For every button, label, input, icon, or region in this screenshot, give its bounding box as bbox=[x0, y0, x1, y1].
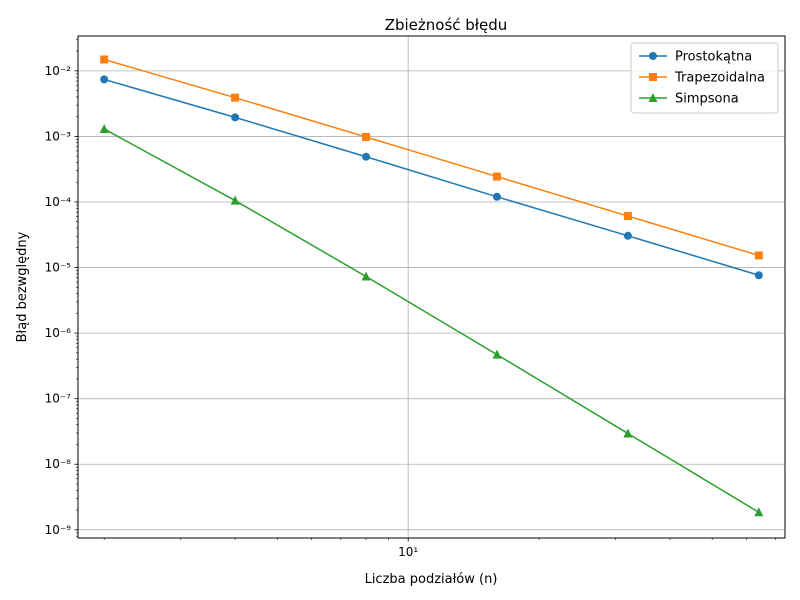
y-tick-label: 10⁻⁸ bbox=[45, 457, 72, 471]
grid bbox=[78, 36, 785, 538]
data-point bbox=[492, 172, 501, 181]
data-point bbox=[362, 152, 371, 161]
y-tick-label: 10⁻⁹ bbox=[45, 523, 72, 537]
data-point bbox=[361, 271, 371, 281]
y-axis: 10⁻⁹ 10⁻⁸ 10⁻⁷ 10⁻⁶ 10⁻⁵ 10⁻⁴ 10⁻³ 10⁻² bbox=[45, 39, 78, 537]
series-line bbox=[103, 58, 760, 257]
legend-marker bbox=[649, 52, 657, 60]
data-point bbox=[754, 251, 763, 260]
data-point bbox=[623, 231, 632, 240]
data-point bbox=[99, 123, 109, 133]
y-tick-label: 10⁻⁴ bbox=[45, 195, 72, 209]
series-group bbox=[99, 55, 764, 517]
x-tick-label: 10¹ bbox=[398, 545, 418, 559]
data-point bbox=[362, 132, 371, 141]
x-axis: 10¹ bbox=[103, 538, 777, 559]
y-tick-label: 10⁻² bbox=[45, 64, 72, 78]
data-point bbox=[231, 93, 240, 102]
series-line bbox=[103, 128, 760, 513]
x-axis-label: Liczba podziałów (n) bbox=[365, 572, 498, 587]
y-axis-label: Błąd bezwględny bbox=[15, 231, 30, 342]
data-point bbox=[230, 195, 240, 205]
data-point bbox=[623, 212, 632, 221]
legend: Prostokątna Trapezoidalna Simpsona bbox=[630, 42, 779, 114]
series-1 bbox=[100, 75, 763, 280]
legend-entry: Simpsona bbox=[639, 92, 739, 107]
legend-entry: Prostokątna bbox=[639, 50, 752, 65]
data-point bbox=[100, 75, 109, 84]
legend-marker bbox=[648, 93, 658, 102]
data-point bbox=[623, 428, 633, 438]
legend-box bbox=[630, 42, 779, 114]
series-3 bbox=[99, 123, 764, 517]
data-point bbox=[492, 192, 501, 201]
data-point bbox=[231, 113, 240, 122]
legend-label: Simpsona bbox=[675, 92, 739, 107]
data-point bbox=[100, 55, 109, 64]
data-point bbox=[492, 349, 502, 359]
legend-entry: Trapezoidalna bbox=[639, 71, 765, 86]
chart-title: Zbieżność błędu bbox=[385, 16, 508, 34]
y-tick-label: 10⁻⁵ bbox=[45, 261, 72, 275]
series-2 bbox=[100, 55, 763, 260]
y-tick-label: 10⁻³ bbox=[45, 129, 72, 143]
y-tick-label: 10⁻⁶ bbox=[45, 326, 72, 340]
plot-frame bbox=[77, 35, 786, 539]
data-point bbox=[754, 271, 763, 280]
y-tick-label: 10⁻⁷ bbox=[45, 392, 72, 406]
data-point bbox=[754, 507, 764, 517]
legend-label: Trapezoidalna bbox=[674, 71, 765, 86]
legend-label: Prostokątna bbox=[675, 50, 752, 65]
series-line bbox=[103, 78, 760, 276]
legend-marker bbox=[649, 73, 657, 81]
